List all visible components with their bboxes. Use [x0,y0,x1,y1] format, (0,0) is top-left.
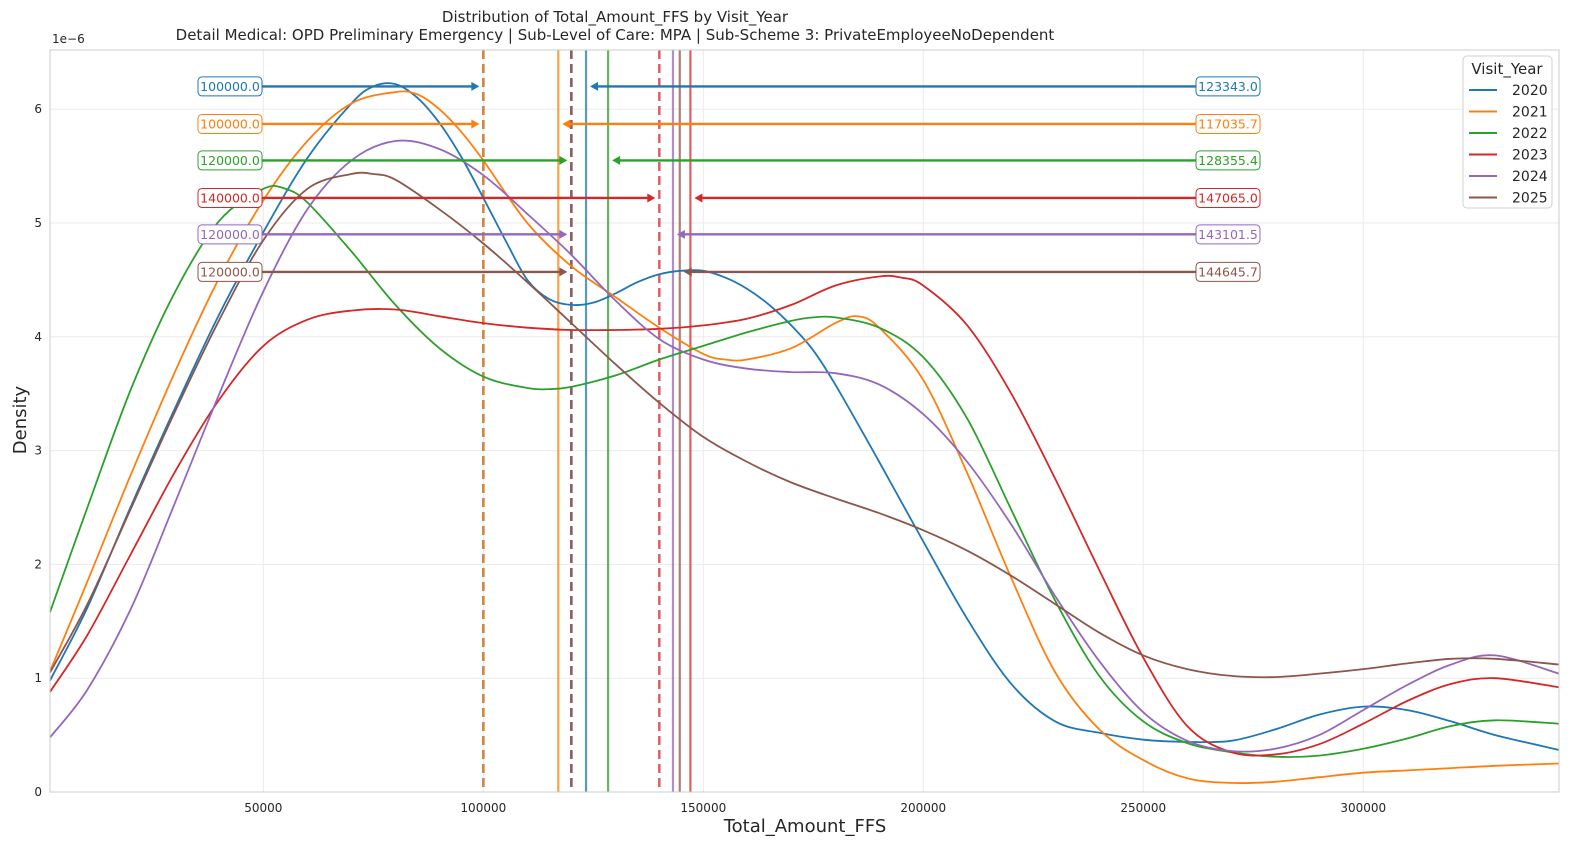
median-label-2023-box [197,187,263,208]
x-tick-label: 50000 [244,801,282,815]
median-label-2024: 120000.0 [197,224,263,245]
x-axis-label: Total_Amount_FFS [723,816,887,837]
mean-label-2022: 128355.4 [1195,150,1261,171]
median-label-2022-box [197,150,263,171]
mean-label-2022-box [1195,150,1261,171]
legend-label-2020: 2020 [1512,83,1548,99]
density-curve-2024 [49,139,1560,753]
mean-arrowhead-2020 [590,81,599,91]
y-tick-label: 1 [34,671,42,685]
mean-label-2025-box [1195,261,1261,282]
mean-label-2020: 123343.0 [1195,76,1261,97]
median-label-2023-text: 140000.0 [200,190,260,205]
plot-frame [49,49,1560,793]
median-label-2025-text: 120000.0 [200,264,260,279]
grid [50,50,1559,793]
chart-title: Distribution of Total_Amount_FFS by Visi… [442,8,789,27]
median-arrowhead-2022 [559,155,568,165]
legend-title: Visit_Year [1471,60,1543,79]
mean-label-2021-text: 117035.7 [1198,116,1258,131]
x-tick-label: 200000 [900,801,946,815]
mean-label-2024-box [1195,224,1261,245]
mean-label-2020-box [1195,76,1261,97]
density-curve-2020 [49,82,1560,751]
median-label-2021-box [197,113,263,134]
mean-arrowhead-2024 [676,229,685,239]
mean-label-2023: 147065.0 [1195,187,1261,208]
annotation-arrows [262,81,1196,277]
mean-label-2025-text: 144645.7 [1198,264,1258,279]
median-label-2020-text: 100000.0 [200,79,260,94]
y-tick-label: 6 [34,102,42,116]
legend-label-2024: 2024 [1512,169,1548,185]
y-tick-label: 4 [34,330,42,344]
median-label-2024-text: 120000.0 [200,227,260,242]
median-label-2020: 100000.0 [197,76,263,97]
median-mean-lines [482,50,692,792]
y-tick-label: 5 [34,216,42,230]
mean-arrowhead-2022 [612,155,621,165]
x-tick-label: 300000 [1340,801,1386,815]
legend-box [1462,55,1553,209]
median-arrowhead-2021 [471,119,480,129]
median-label-2021-text: 100000.0 [200,116,260,131]
legend-label-2023: 2023 [1512,148,1548,164]
mean-label-2022-text: 128355.4 [1198,153,1258,168]
median-label-2023: 140000.0 [197,187,263,208]
x-ticks: 50000 100000 150000 200000 250000 300000 [244,801,1386,815]
x-tick-label: 100000 [460,801,506,815]
median-arrowhead-2020 [471,81,480,91]
density-curves [49,82,1560,785]
y-tick-label: 3 [34,444,42,458]
mean-label-2020-text: 123343.0 [1198,79,1258,94]
y-axis-label: Density [10,385,31,454]
median-arrowhead-2024 [559,229,568,239]
median-label-2025: 120000.0 [197,261,263,282]
median-label-2024-box [197,224,263,245]
median-label-2021: 100000.0 [197,113,263,134]
legend: Visit_Year 2020 2021 2022 2023 2024 2025 [1462,55,1553,209]
y-tick-label: 0 [34,785,42,799]
y-ticks: 0 1 2 3 4 5 6 [34,102,42,799]
y-tick-label: 2 [34,557,42,571]
median-label-2025-box [197,261,263,282]
x-tick-label: 150000 [680,801,726,815]
median-label-2022-text: 120000.0 [200,153,260,168]
mean-label-2024-text: 143101.5 [1198,227,1258,242]
median-arrowhead-2023 [647,193,656,203]
mean-label-2025: 144645.7 [1195,261,1261,282]
legend-label-2021: 2021 [1512,105,1548,121]
density-curve-2023 [49,274,1560,757]
x-tick-label: 250000 [1120,801,1166,815]
legend-items: 2020 2021 2022 2023 2024 2025 [1469,83,1548,207]
y-offset-label: 1e−6 [52,32,85,46]
density-curve-2025 [49,171,1560,679]
mean-label-2021-box [1195,113,1261,134]
chart-subtitle: Detail Medical: OPD Preliminary Emergenc… [176,26,1055,44]
median-label-2020-box [197,76,263,97]
median-label-2022: 120000.0 [197,150,263,171]
mean-label-2021: 117035.7 [1195,113,1261,134]
mean-label-2024: 143101.5 [1195,224,1261,245]
mean-arrowhead-2023 [694,193,703,203]
legend-label-2022: 2022 [1512,126,1548,142]
mean-arrowhead-2025 [683,267,692,277]
mean-label-2023-text: 147065.0 [1198,190,1258,205]
density-curve-2021 [49,90,1560,785]
median-arrowhead-2025 [559,267,568,277]
legend-label-2025: 2025 [1512,191,1548,207]
mean-arrowhead-2021 [562,119,571,129]
mean-label-2023-box [1195,187,1261,208]
annotation-labels: 100000.0 123343.0 100000.0 117035.7 120000.0… [197,76,1261,282]
